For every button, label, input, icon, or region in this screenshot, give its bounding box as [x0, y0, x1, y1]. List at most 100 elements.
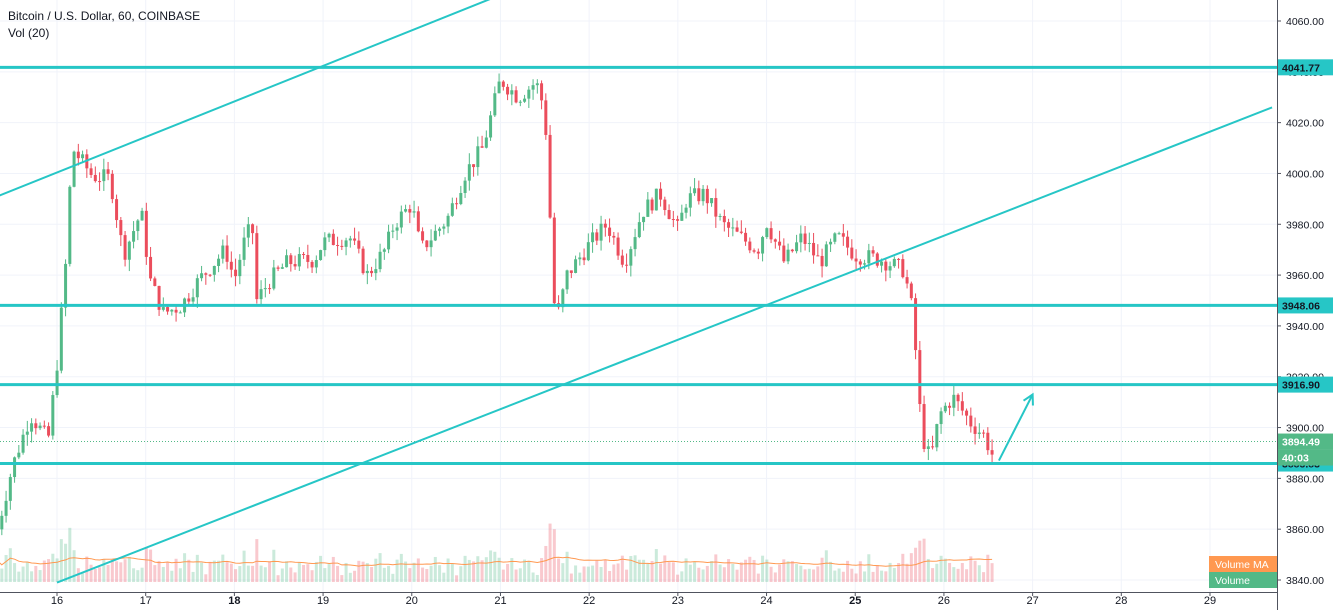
- candle[interactable]: [276, 267, 280, 269]
- candle[interactable]: [637, 222, 641, 238]
- candle[interactable]: [569, 270, 573, 273]
- candle[interactable]: [484, 137, 488, 148]
- candle[interactable]: [289, 255, 293, 265]
- candle[interactable]: [344, 240, 348, 247]
- candle[interactable]: [76, 151, 80, 159]
- candle[interactable]: [765, 228, 769, 238]
- candle[interactable]: [965, 410, 969, 416]
- candle[interactable]: [667, 210, 671, 220]
- candle[interactable]: [795, 242, 799, 252]
- candle[interactable]: [34, 423, 38, 429]
- candle[interactable]: [416, 211, 420, 232]
- candle[interactable]: [595, 232, 599, 241]
- candle[interactable]: [55, 370, 59, 396]
- candle[interactable]: [204, 273, 208, 275]
- candle[interactable]: [540, 83, 544, 101]
- candle[interactable]: [688, 193, 692, 208]
- candle[interactable]: [523, 98, 527, 102]
- candle[interactable]: [905, 277, 909, 284]
- candle[interactable]: [127, 241, 131, 260]
- candle[interactable]: [977, 432, 981, 434]
- candle[interactable]: [489, 115, 493, 138]
- candle[interactable]: [603, 223, 607, 228]
- candle[interactable]: [217, 258, 221, 266]
- candle[interactable]: [297, 254, 301, 267]
- candle[interactable]: [136, 220, 140, 232]
- candle[interactable]: [195, 278, 199, 298]
- candle[interactable]: [578, 257, 582, 260]
- candle[interactable]: [892, 258, 896, 267]
- candle[interactable]: [659, 188, 663, 200]
- candle[interactable]: [867, 250, 871, 264]
- candle[interactable]: [497, 81, 501, 94]
- candle[interactable]: [353, 238, 357, 241]
- candle[interactable]: [234, 269, 238, 277]
- candle[interactable]: [255, 233, 259, 300]
- candle[interactable]: [221, 245, 225, 259]
- time-axis[interactable]: 16 17 18 19 20 21 22 23 24 25 26 27 28 29: [0, 592, 1277, 610]
- candle[interactable]: [888, 266, 892, 271]
- candle[interactable]: [72, 151, 76, 187]
- candle[interactable]: [327, 233, 331, 238]
- candle[interactable]: [361, 248, 365, 274]
- candle[interactable]: [212, 265, 216, 275]
- candle[interactable]: [140, 210, 144, 221]
- candle[interactable]: [710, 198, 714, 204]
- candle[interactable]: [0, 515, 4, 530]
- candle[interactable]: [442, 226, 446, 229]
- candle[interactable]: [93, 174, 97, 182]
- candle[interactable]: [302, 254, 306, 256]
- candle[interactable]: [633, 237, 637, 250]
- candle[interactable]: [722, 216, 726, 223]
- candle[interactable]: [501, 81, 505, 87]
- candle[interactable]: [310, 261, 314, 268]
- candle[interactable]: [438, 228, 442, 231]
- candle[interactable]: [102, 169, 106, 182]
- candle[interactable]: [956, 394, 960, 402]
- candle[interactable]: [960, 401, 964, 411]
- candle[interactable]: [229, 261, 233, 270]
- candle[interactable]: [272, 267, 276, 289]
- candle[interactable]: [684, 207, 688, 213]
- candle[interactable]: [650, 199, 654, 211]
- candle[interactable]: [251, 224, 255, 234]
- candle[interactable]: [812, 242, 816, 256]
- candle[interactable]: [191, 297, 195, 302]
- candle[interactable]: [756, 251, 760, 254]
- candle[interactable]: [242, 237, 246, 260]
- candle[interactable]: [510, 90, 514, 95]
- candle[interactable]: [935, 424, 939, 448]
- candle[interactable]: [106, 169, 110, 174]
- candle[interactable]: [731, 227, 735, 229]
- candle[interactable]: [293, 264, 297, 267]
- candle[interactable]: [939, 411, 943, 425]
- candle[interactable]: [238, 259, 242, 277]
- candle[interactable]: [948, 405, 952, 408]
- candle[interactable]: [527, 89, 531, 99]
- drawings-layer[interactable]: [0, 0, 1277, 584]
- candle[interactable]: [280, 267, 284, 269]
- candle[interactable]: [115, 199, 119, 221]
- trend-line[interactable]: [0, 0, 499, 197]
- candle[interactable]: [387, 231, 391, 250]
- candle[interactable]: [901, 259, 905, 278]
- candle[interactable]: [382, 249, 386, 252]
- candle[interactable]: [263, 288, 267, 290]
- candle[interactable]: [854, 258, 858, 262]
- candle[interactable]: [599, 223, 603, 241]
- candle[interactable]: [931, 446, 935, 448]
- candle[interactable]: [374, 269, 378, 274]
- candle[interactable]: [455, 203, 459, 205]
- candle[interactable]: [858, 261, 862, 265]
- candle[interactable]: [875, 253, 879, 266]
- candlestick-series[interactable]: [0, 73, 994, 536]
- candle[interactable]: [909, 283, 913, 299]
- arrow-line[interactable]: [998, 394, 1034, 462]
- candle[interactable]: [404, 209, 408, 212]
- candle[interactable]: [323, 237, 327, 251]
- candle[interactable]: [846, 236, 850, 248]
- candle[interactable]: [773, 239, 777, 242]
- candle[interactable]: [748, 241, 752, 251]
- candle[interactable]: [463, 180, 467, 194]
- candle[interactable]: [642, 216, 646, 223]
